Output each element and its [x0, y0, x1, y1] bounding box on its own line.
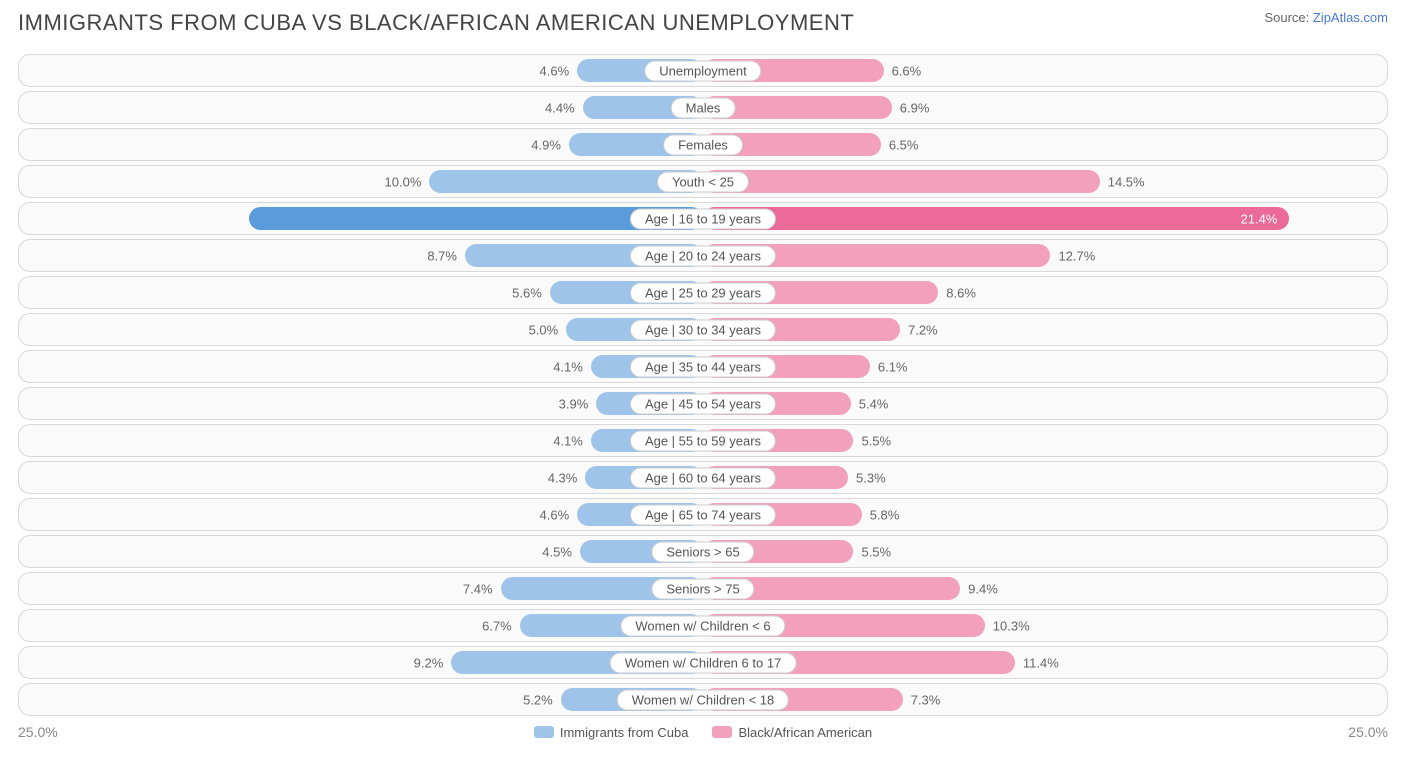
category-label: Males	[671, 97, 736, 118]
bar-right	[703, 170, 1100, 193]
legend: Immigrants from Cuba Black/African Ameri…	[534, 725, 872, 740]
value-label-right: 14.5%	[1108, 174, 1145, 189]
category-label: Women w/ Children < 18	[617, 689, 789, 710]
category-label: Age | 45 to 54 years	[630, 393, 776, 414]
value-label-right: 5.3%	[856, 470, 886, 485]
value-label-left: 10.0%	[385, 174, 422, 189]
category-label: Seniors > 65	[651, 541, 754, 562]
chart-footer: 25.0% Immigrants from Cuba Black/African…	[18, 724, 1388, 740]
value-label-left: 5.2%	[523, 692, 553, 707]
value-label-left: 4.1%	[553, 359, 583, 374]
chart-row: 4.6% 6.6% Unemployment	[18, 54, 1388, 87]
chart-row: 5.0% 7.2% Age | 30 to 34 years	[18, 313, 1388, 346]
value-label-right: 6.9%	[900, 100, 930, 115]
chart-row: 3.9% 5.4% Age | 45 to 54 years	[18, 387, 1388, 420]
value-label-left: 4.1%	[553, 433, 583, 448]
category-label: Age | 55 to 59 years	[630, 430, 776, 451]
chart-row: 8.7% 12.7% Age | 20 to 24 years	[18, 239, 1388, 272]
value-label-left: 6.7%	[482, 618, 512, 633]
value-label-right: 5.5%	[861, 433, 891, 448]
chart-row: 4.6% 5.8% Age | 65 to 74 years	[18, 498, 1388, 531]
category-label: Women w/ Children < 6	[620, 615, 785, 636]
value-label-left: 4.4%	[545, 100, 575, 115]
source-link[interactable]: ZipAtlas.com	[1313, 10, 1388, 25]
chart-row: 5.2% 7.3% Women w/ Children < 18	[18, 683, 1388, 716]
category-label: Age | 60 to 64 years	[630, 467, 776, 488]
value-label-left: 4.9%	[531, 137, 561, 152]
chart-row: 4.5% 5.5% Seniors > 65	[18, 535, 1388, 568]
value-label-right: 5.4%	[859, 396, 889, 411]
value-label-left: 5.6%	[512, 285, 542, 300]
category-label: Seniors > 75	[651, 578, 754, 599]
value-label-left: 3.9%	[559, 396, 589, 411]
legend-item-right: Black/African American	[712, 725, 872, 740]
category-label: Age | 65 to 74 years	[630, 504, 776, 525]
category-label: Age | 30 to 34 years	[630, 319, 776, 340]
value-label-right: 6.6%	[892, 63, 922, 78]
value-label-right: 12.7%	[1058, 248, 1095, 263]
legend-label-right: Black/African American	[738, 725, 872, 740]
value-label-right: 9.4%	[968, 581, 998, 596]
value-label-left: 4.6%	[540, 507, 570, 522]
legend-swatch-left	[534, 726, 554, 738]
category-label: Youth < 25	[657, 171, 749, 192]
chart-header: IMMIGRANTS FROM CUBA VS BLACK/AFRICAN AM…	[18, 10, 1388, 36]
chart-row: 6.7% 10.3% Women w/ Children < 6	[18, 609, 1388, 642]
chart-row: 4.1% 6.1% Age | 35 to 44 years	[18, 350, 1388, 383]
legend-swatch-right	[712, 726, 732, 738]
diverging-bar-chart: 4.6% 6.6% Unemployment 4.4% 6.9% Males 4.9% 6.5…	[18, 54, 1388, 716]
legend-label-left: Immigrants from Cuba	[560, 725, 689, 740]
category-label: Women w/ Children 6 to 17	[610, 652, 797, 673]
legend-item-left: Immigrants from Cuba	[534, 725, 689, 740]
bar-right	[703, 207, 1289, 230]
axis-max-left: 25.0%	[18, 724, 58, 740]
value-label-right: 5.5%	[861, 544, 891, 559]
chart-row: 4.9% 6.5% Females	[18, 128, 1388, 161]
value-label-right: 7.3%	[911, 692, 941, 707]
value-label-right: 7.2%	[908, 322, 938, 337]
value-label-right: 10.3%	[993, 618, 1030, 633]
value-label-right: 11.4%	[1023, 655, 1059, 670]
value-label-left: 9.2%	[414, 655, 444, 670]
value-label-left: 4.5%	[542, 544, 572, 559]
category-label: Age | 35 to 44 years	[630, 356, 776, 377]
value-label-left: 4.3%	[548, 470, 578, 485]
value-label-right: 8.6%	[946, 285, 976, 300]
chart-row: 7.4% 9.4% Seniors > 75	[18, 572, 1388, 605]
value-label-right: 6.1%	[878, 359, 908, 374]
chart-row: 4.1% 5.5% Age | 55 to 59 years	[18, 424, 1388, 457]
value-label-left: 4.6%	[540, 63, 570, 78]
value-label-right: 6.5%	[889, 137, 919, 152]
chart-row: 10.0% 14.5% Youth < 25	[18, 165, 1388, 198]
chart-row: 4.4% 6.9% Males	[18, 91, 1388, 124]
category-label: Age | 20 to 24 years	[630, 245, 776, 266]
chart-row: 16.6%21.4%Age | 16 to 19 years	[18, 202, 1388, 235]
chart-row: 9.2% 11.4% Women w/ Children 6 to 17	[18, 646, 1388, 679]
value-label-right: 21.4%	[1241, 211, 1278, 226]
category-label: Females	[663, 134, 743, 155]
value-label-left: 5.0%	[529, 322, 559, 337]
chart-title: IMMIGRANTS FROM CUBA VS BLACK/AFRICAN AM…	[18, 10, 854, 36]
value-label-right: 5.8%	[870, 507, 900, 522]
category-label: Age | 25 to 29 years	[630, 282, 776, 303]
axis-max-right: 25.0%	[1348, 724, 1388, 740]
chart-row: 5.6% 8.6% Age | 25 to 29 years	[18, 276, 1388, 309]
category-label: Age | 16 to 19 years	[630, 208, 776, 229]
chart-row: 4.3% 5.3% Age | 60 to 64 years	[18, 461, 1388, 494]
source-attribution: Source: ZipAtlas.com	[1264, 10, 1388, 25]
source-prefix: Source:	[1264, 10, 1312, 25]
value-label-left: 8.7%	[427, 248, 457, 263]
value-label-left: 7.4%	[463, 581, 493, 596]
category-label: Unemployment	[644, 60, 761, 81]
